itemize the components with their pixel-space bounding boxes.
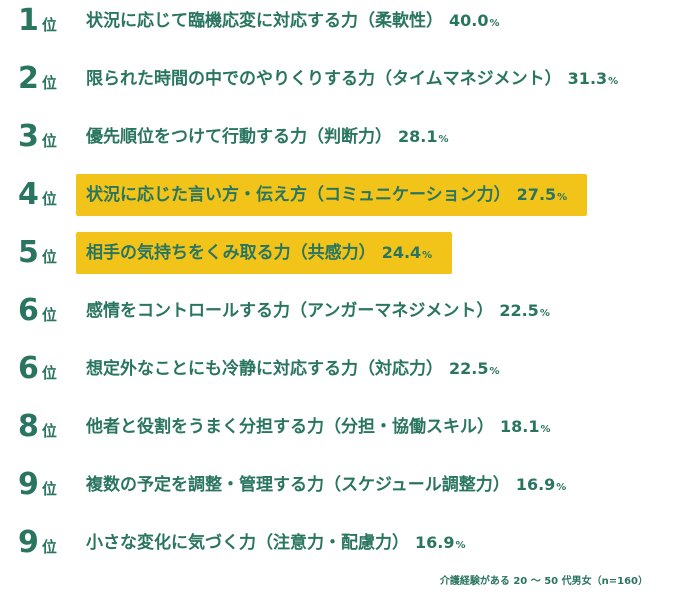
rank-suffix: 位 bbox=[41, 132, 57, 150]
item-label: 優先順位をつけて行動する力（判断力） bbox=[86, 127, 392, 147]
item-value: 18.1 bbox=[500, 417, 540, 436]
row-highlight bbox=[76, 232, 453, 274]
ranking-row: 1 位 状況に応じて臨機応変に対応する力（柔軟性） 40.0% bbox=[0, 0, 682, 42]
value-unit: % bbox=[539, 308, 550, 319]
item-label: 限られた時間の中でのやりくりする力（タイムマネジメント） bbox=[86, 69, 562, 89]
value-unit: % bbox=[438, 134, 449, 145]
item-value: 16.9 bbox=[415, 533, 455, 552]
value-unit: % bbox=[489, 18, 500, 29]
rank-number: 6 bbox=[18, 351, 39, 386]
rank-number: 2 bbox=[18, 61, 39, 96]
rank-number: 3 bbox=[18, 119, 39, 154]
ranking-row: 2 位 限られた時間の中でのやりくりする力（タイムマネジメント） 31.3% bbox=[0, 58, 682, 100]
value-unit: % bbox=[422, 250, 433, 261]
rank-number: 6 bbox=[18, 293, 39, 328]
rank-suffix: 位 bbox=[41, 74, 57, 92]
ranking-item: 他者と役割をうまく分担する力（分担・協働スキル） 18.1% bbox=[86, 415, 551, 439]
value-unit: % bbox=[540, 424, 551, 435]
ranking-row: 8 位 他者と役割をうまく分担する力（分担・協働スキル） 18.1% bbox=[0, 406, 682, 448]
item-value: 22.5 bbox=[499, 301, 539, 320]
item-value: 22.5 bbox=[449, 359, 489, 378]
item-value: 40.0 bbox=[449, 11, 489, 30]
ranking-item: 限られた時間の中でのやりくりする力（タイムマネジメント） 31.3% bbox=[86, 67, 618, 91]
rank-number: 9 bbox=[18, 467, 39, 502]
ranking-item: 小さな変化に気づく力（注意力・配慮力） 16.9% bbox=[86, 531, 466, 555]
ranking-item: 相手の気持ちをくみ取る力（共感力） 24.4% bbox=[86, 241, 432, 265]
item-label: 感情をコントロールする力（アンガーマネジメント） bbox=[86, 301, 494, 321]
rank-suffix: 位 bbox=[41, 480, 57, 498]
ranking-row: 4 位 状況に応じた言い方・伝え方（コミュニケーション力） 27.5% bbox=[0, 174, 682, 216]
rank-suffix: 位 bbox=[41, 422, 57, 440]
rank-number: 9 bbox=[18, 525, 39, 560]
ranking-row: 9 位 複数の予定を調整・管理する力（スケジュール調整力） 16.9% bbox=[0, 464, 682, 506]
ranking-item: 状況に応じた言い方・伝え方（コミュニケーション力） 27.5% bbox=[86, 183, 567, 207]
item-label: 他者と役割をうまく分担する力（分担・協働スキル） bbox=[86, 417, 494, 437]
item-label: 想定外なことにも冷静に対応する力（対応力） bbox=[86, 359, 443, 379]
item-label: 状況に応じた言い方・伝え方（コミュニケーション力） bbox=[86, 185, 511, 205]
item-label: 小さな変化に気づく力（注意力・配慮力） bbox=[86, 533, 409, 553]
item-value: 24.4 bbox=[381, 243, 422, 262]
value-unit: % bbox=[489, 366, 500, 377]
rank-suffix: 位 bbox=[41, 16, 57, 34]
rank-number: 8 bbox=[18, 409, 39, 444]
item-label: 状況に応じて臨機応変に対応する力（柔軟性） bbox=[86, 11, 443, 31]
ranking-row: 3 位 優先順位をつけて行動する力（判断力） 28.1% bbox=[0, 116, 682, 158]
ranking-row: 5 位 相手の気持ちをくみ取る力（共感力） 24.4% bbox=[0, 232, 682, 274]
value-unit: % bbox=[455, 540, 466, 551]
ranking-item: 優先順位をつけて行動する力（判断力） 28.1% bbox=[86, 125, 449, 149]
item-value: 16.9 bbox=[515, 475, 556, 494]
rank-number: 1 bbox=[18, 3, 39, 38]
ranking-item: 状況に応じて臨機応変に対応する力（柔軟性） 40.0% bbox=[86, 9, 500, 33]
ranking-row: 6 位 感情をコントロールする力（アンガーマネジメント） 22.5% bbox=[0, 290, 682, 332]
rank-number: 5 bbox=[18, 235, 39, 270]
item-value: 31.3 bbox=[567, 69, 608, 88]
ranking-item: 複数の予定を調整・管理する力（スケジュール調整力） 16.9% bbox=[86, 473, 566, 497]
value-unit: % bbox=[556, 482, 567, 493]
ranking-row: 9 位 小さな変化に気づく力（注意力・配慮力） 16.9% bbox=[0, 522, 682, 564]
value-unit: % bbox=[608, 76, 619, 87]
item-label: 複数の予定を調整・管理する力（スケジュール調整力） bbox=[86, 475, 510, 495]
item-value: 27.5 bbox=[516, 185, 557, 204]
rank-suffix: 位 bbox=[41, 248, 57, 266]
item-label: 相手の気持ちをくみ取る力（共感力） bbox=[86, 243, 376, 263]
ranking-row: 6 位 想定外なことにも冷静に対応する力（対応力） 22.5% bbox=[0, 348, 682, 390]
rank-suffix: 位 bbox=[41, 364, 57, 382]
rank-suffix: 位 bbox=[41, 538, 57, 556]
rank-number: 4 bbox=[18, 177, 39, 212]
ranking-item: 感情をコントロールする力（アンガーマネジメント） 22.5% bbox=[86, 299, 550, 323]
rank-suffix: 位 bbox=[41, 306, 57, 324]
row-highlight bbox=[76, 174, 588, 216]
value-unit: % bbox=[557, 192, 568, 203]
ranking-item: 想定外なことにも冷静に対応する力（対応力） 22.5% bbox=[86, 357, 500, 381]
item-value: 28.1 bbox=[398, 127, 438, 146]
footnote: 介護経験がある 20 〜 50 代男女（n=160） bbox=[439, 576, 648, 587]
rank-suffix: 位 bbox=[41, 190, 57, 208]
